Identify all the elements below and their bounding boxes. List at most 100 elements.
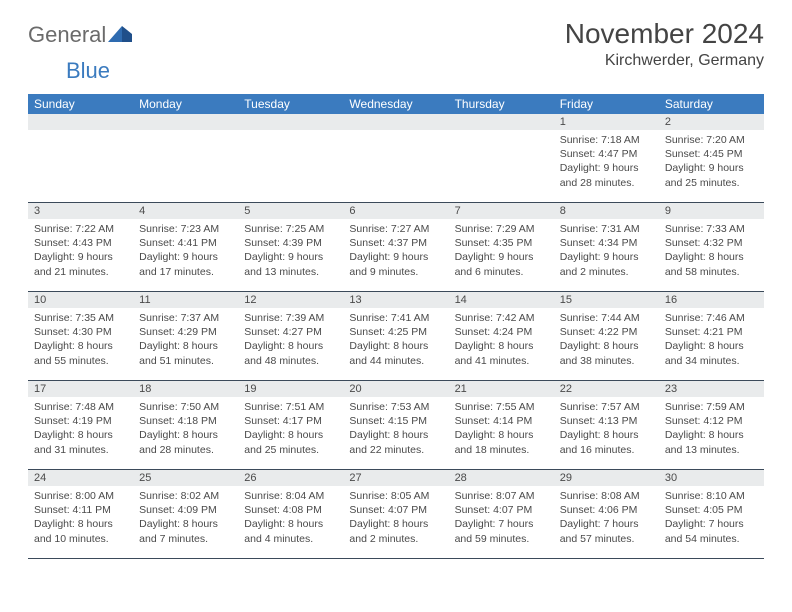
day-content: Sunrise: 7:48 AMSunset: 4:19 PMDaylight:… [28,397,133,469]
day-content: Sunrise: 7:25 AMSunset: 4:39 PMDaylight:… [238,219,343,291]
day-cell: Sunrise: 7:51 AMSunset: 4:17 PMDaylight:… [238,397,343,470]
day-cell: Sunrise: 8:02 AMSunset: 4:09 PMDaylight:… [133,486,238,559]
day-number-cell: 23 [659,381,764,398]
day-content: Sunrise: 7:27 AMSunset: 4:37 PMDaylight:… [343,219,448,291]
day-number-cell: 8 [554,203,659,220]
day-cell: Sunrise: 7:42 AMSunset: 4:24 PMDaylight:… [449,308,554,381]
day-cell: Sunrise: 7:18 AMSunset: 4:47 PMDaylight:… [554,130,659,203]
day-content: Sunrise: 7:22 AMSunset: 4:43 PMDaylight:… [28,219,133,291]
day-cell: Sunrise: 7:22 AMSunset: 4:43 PMDaylight:… [28,219,133,292]
day-content: Sunrise: 7:37 AMSunset: 4:29 PMDaylight:… [133,308,238,380]
month-title: November 2024 [565,18,764,50]
weekday-header: Sunday [28,94,133,114]
day-number-cell: 16 [659,292,764,309]
day-number-cell: 4 [133,203,238,220]
day-number-cell: 18 [133,381,238,398]
day-number-cell: 14 [449,292,554,309]
day-cell: Sunrise: 7:55 AMSunset: 4:14 PMDaylight:… [449,397,554,470]
day-number-cell: 13 [343,292,448,309]
week-row: Sunrise: 7:18 AMSunset: 4:47 PMDaylight:… [28,130,764,203]
week-row: Sunrise: 8:00 AMSunset: 4:11 PMDaylight:… [28,486,764,559]
day-number-cell [343,114,448,130]
day-number-cell: 17 [28,381,133,398]
day-number-cell: 3 [28,203,133,220]
day-cell [133,130,238,203]
day-number-cell: 20 [343,381,448,398]
calendar-page: General November 2024 Kirchwerder, Germa… [0,0,792,571]
day-content: Sunrise: 7:20 AMSunset: 4:45 PMDaylight:… [659,130,764,202]
day-cell: Sunrise: 7:44 AMSunset: 4:22 PMDaylight:… [554,308,659,381]
week-row: Sunrise: 7:22 AMSunset: 4:43 PMDaylight:… [28,219,764,292]
day-content: Sunrise: 7:53 AMSunset: 4:15 PMDaylight:… [343,397,448,469]
week-row: Sunrise: 7:48 AMSunset: 4:19 PMDaylight:… [28,397,764,470]
day-content: Sunrise: 7:35 AMSunset: 4:30 PMDaylight:… [28,308,133,380]
day-cell: Sunrise: 8:10 AMSunset: 4:05 PMDaylight:… [659,486,764,559]
day-content: Sunrise: 7:42 AMSunset: 4:24 PMDaylight:… [449,308,554,380]
day-cell: Sunrise: 7:29 AMSunset: 4:35 PMDaylight:… [449,219,554,292]
day-cell: Sunrise: 7:39 AMSunset: 4:27 PMDaylight:… [238,308,343,381]
day-number-cell: 27 [343,470,448,487]
brand-part2: Blue [66,58,110,83]
day-content: Sunrise: 8:05 AMSunset: 4:07 PMDaylight:… [343,486,448,558]
day-number-cell: 6 [343,203,448,220]
day-cell: Sunrise: 7:37 AMSunset: 4:29 PMDaylight:… [133,308,238,381]
day-content: Sunrise: 7:31 AMSunset: 4:34 PMDaylight:… [554,219,659,291]
day-content: Sunrise: 8:04 AMSunset: 4:08 PMDaylight:… [238,486,343,558]
day-cell: Sunrise: 8:00 AMSunset: 4:11 PMDaylight:… [28,486,133,559]
day-content: Sunrise: 7:46 AMSunset: 4:21 PMDaylight:… [659,308,764,380]
day-number-cell: 10 [28,292,133,309]
day-cell: Sunrise: 7:46 AMSunset: 4:21 PMDaylight:… [659,308,764,381]
weekday-header: Thursday [449,94,554,114]
day-cell: Sunrise: 7:23 AMSunset: 4:41 PMDaylight:… [133,219,238,292]
day-number-cell [449,114,554,130]
day-content: Sunrise: 7:33 AMSunset: 4:32 PMDaylight:… [659,219,764,291]
day-content: Sunrise: 7:50 AMSunset: 4:18 PMDaylight:… [133,397,238,469]
day-cell: Sunrise: 8:07 AMSunset: 4:07 PMDaylight:… [449,486,554,559]
day-content: Sunrise: 7:41 AMSunset: 4:25 PMDaylight:… [343,308,448,380]
day-cell [449,130,554,203]
day-number-row: 3456789 [28,203,764,220]
day-cell: Sunrise: 7:35 AMSunset: 4:30 PMDaylight:… [28,308,133,381]
day-number-cell: 25 [133,470,238,487]
day-cell: Sunrise: 7:33 AMSunset: 4:32 PMDaylight:… [659,219,764,292]
day-number-cell: 5 [238,203,343,220]
calendar-table: SundayMondayTuesdayWednesdayThursdayFrid… [28,94,764,559]
day-number-cell: 9 [659,203,764,220]
weekday-header: Tuesday [238,94,343,114]
title-block: November 2024 Kirchwerder, Germany [565,18,764,70]
day-number-cell: 19 [238,381,343,398]
day-cell: Sunrise: 7:50 AMSunset: 4:18 PMDaylight:… [133,397,238,470]
day-cell: Sunrise: 7:31 AMSunset: 4:34 PMDaylight:… [554,219,659,292]
day-number-cell [133,114,238,130]
day-number-cell: 11 [133,292,238,309]
day-content: Sunrise: 7:39 AMSunset: 4:27 PMDaylight:… [238,308,343,380]
day-number-row: 12 [28,114,764,130]
day-number-cell: 28 [449,470,554,487]
day-content [343,130,448,202]
day-content: Sunrise: 7:57 AMSunset: 4:13 PMDaylight:… [554,397,659,469]
day-number-cell: 21 [449,381,554,398]
day-content: Sunrise: 7:18 AMSunset: 4:47 PMDaylight:… [554,130,659,202]
day-number-cell [28,114,133,130]
day-number-row: 24252627282930 [28,470,764,487]
day-cell [238,130,343,203]
day-number-cell: 15 [554,292,659,309]
day-number-cell: 26 [238,470,343,487]
day-content: Sunrise: 8:07 AMSunset: 4:07 PMDaylight:… [449,486,554,558]
day-number-cell: 12 [238,292,343,309]
day-cell: Sunrise: 8:05 AMSunset: 4:07 PMDaylight:… [343,486,448,559]
day-cell [28,130,133,203]
day-cell: Sunrise: 7:25 AMSunset: 4:39 PMDaylight:… [238,219,343,292]
day-number-row: 17181920212223 [28,381,764,398]
day-number-cell: 30 [659,470,764,487]
day-number-cell: 7 [449,203,554,220]
day-content: Sunrise: 7:29 AMSunset: 4:35 PMDaylight:… [449,219,554,291]
brand-mark-icon [108,24,134,47]
day-cell: Sunrise: 7:41 AMSunset: 4:25 PMDaylight:… [343,308,448,381]
day-content: Sunrise: 7:23 AMSunset: 4:41 PMDaylight:… [133,219,238,291]
day-cell: Sunrise: 7:53 AMSunset: 4:15 PMDaylight:… [343,397,448,470]
day-content [449,130,554,202]
day-number-cell: 2 [659,114,764,130]
brand-part1: General [28,22,106,48]
day-content: Sunrise: 7:55 AMSunset: 4:14 PMDaylight:… [449,397,554,469]
